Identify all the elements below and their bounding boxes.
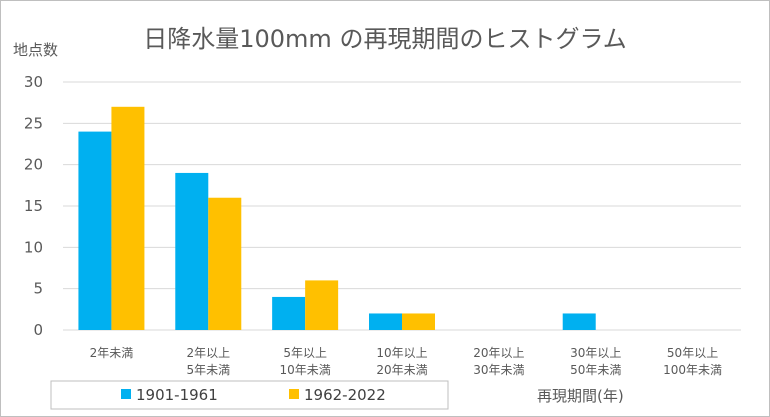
legend-swatch [121, 389, 131, 399]
category-label: 5年未満 [186, 363, 230, 377]
y-tick-label: 10 [24, 238, 43, 256]
bar [175, 172, 209, 330]
y-axis-label: 地点数 [13, 41, 58, 59]
bar [111, 106, 145, 330]
category-label: 20年以上 [473, 346, 524, 360]
y-tick-labels: 0 5 10 15 20 25 30 [24, 73, 43, 339]
y-tick-label: 25 [24, 114, 43, 132]
category-label: 30年以上 [570, 346, 621, 360]
bar [272, 296, 306, 330]
chart-title: 日降水量100mm の再現期間のヒストグラム [143, 25, 626, 53]
y-tick-label: 30 [24, 73, 43, 91]
legend-label: 1962-2022 [304, 386, 386, 404]
category-label: 5年以上 [283, 346, 327, 360]
category-label: 2年未満 [90, 346, 134, 360]
category-label: 100年未満 [663, 363, 722, 377]
bar [305, 280, 339, 330]
legend-box [50, 380, 449, 410]
bar [208, 197, 242, 330]
legend-label: 1901-1961 [136, 386, 218, 404]
bar [369, 313, 402, 330]
bar [402, 313, 435, 330]
y-tick-label: 5 [33, 280, 43, 298]
category-label: 30年未満 [473, 363, 524, 377]
category-label: 50年以上 [667, 346, 718, 360]
bar-layer [78, 106, 596, 330]
bar [562, 313, 596, 330]
y-tick-label: 15 [24, 197, 43, 215]
y-tick-label: 0 [33, 321, 43, 339]
legend: 1901-1961 1962-2022 [121, 386, 386, 404]
y-tick-label: 20 [24, 156, 43, 174]
bar [78, 131, 112, 330]
grid-layer [63, 81, 741, 331]
category-label: 2年以上 [186, 346, 230, 360]
category-label: 10年未満 [280, 363, 331, 377]
category-labels: 2年未満 2年以上 5年未満 5年以上 10年未満 10年以上 20年未満 20年以上 30年未… [90, 346, 722, 377]
category-label: 10年以上 [376, 346, 427, 360]
category-label: 20年未満 [376, 363, 427, 377]
legend-swatch [289, 389, 299, 399]
x-axis-label: 再現期間(年) [537, 387, 624, 405]
category-label: 50年未満 [570, 363, 621, 377]
